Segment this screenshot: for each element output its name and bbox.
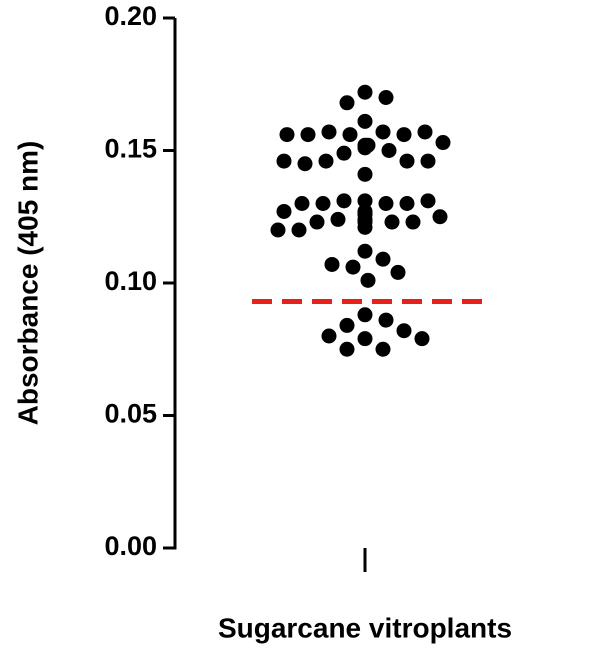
data-point: [357, 113, 373, 129]
y-tick-label: 0.15: [104, 134, 157, 164]
data-point: [381, 143, 397, 158]
y-tick-label: 0.05: [104, 399, 157, 429]
data-point: [345, 259, 361, 275]
data-point: [276, 203, 292, 219]
data-point: [276, 153, 292, 169]
data-point: [378, 196, 394, 211]
data-point: [417, 124, 433, 140]
data-point: [270, 222, 286, 238]
data-point: [375, 251, 391, 267]
data-point: [315, 196, 331, 211]
x-tick-label: Sugarcane vitroplants: [218, 612, 512, 643]
data-point: [279, 127, 295, 143]
data-point: [375, 341, 391, 357]
y-axis-label: Absorbance (405 nm): [12, 141, 43, 426]
data-point: [324, 256, 340, 272]
data-point: [336, 145, 352, 161]
data-point: [396, 323, 412, 339]
data-point: [297, 156, 313, 172]
data-point: [342, 127, 358, 143]
data-point: [384, 214, 400, 230]
data-point: [294, 196, 310, 211]
data-point: [291, 222, 307, 238]
data-point: [357, 331, 373, 347]
data-point: [378, 90, 394, 105]
data-point: [321, 328, 337, 344]
data-point: [330, 211, 346, 227]
data-point: [396, 127, 412, 143]
data-point: [399, 196, 415, 211]
data-point: [405, 214, 421, 230]
data-point: [339, 95, 355, 111]
data-point: [339, 341, 355, 357]
data-point: [435, 135, 451, 151]
data-point: [336, 193, 352, 209]
data-point: [318, 153, 334, 169]
data-point: [375, 124, 391, 140]
y-tick-label: 0.20: [104, 1, 157, 31]
y-tick-label: 0.10: [104, 266, 157, 296]
data-point: [399, 153, 415, 169]
data-point: [321, 124, 337, 140]
data-point: [414, 331, 430, 347]
data-point: [357, 84, 373, 100]
data-point: [300, 127, 316, 143]
data-point: [357, 193, 373, 209]
data-point: [360, 272, 376, 288]
data-point: [309, 214, 325, 230]
data-point: [432, 209, 448, 225]
y-tick-label: 0.00: [104, 531, 157, 561]
data-point: [357, 307, 373, 323]
data-point: [357, 243, 373, 259]
data-point: [339, 317, 355, 333]
data-point: [378, 312, 394, 328]
data-point: [357, 166, 373, 182]
data-point: [357, 219, 373, 235]
data-point: [420, 193, 436, 209]
data-point: [390, 264, 406, 280]
data-point: [420, 153, 436, 169]
data-point: [357, 137, 373, 153]
